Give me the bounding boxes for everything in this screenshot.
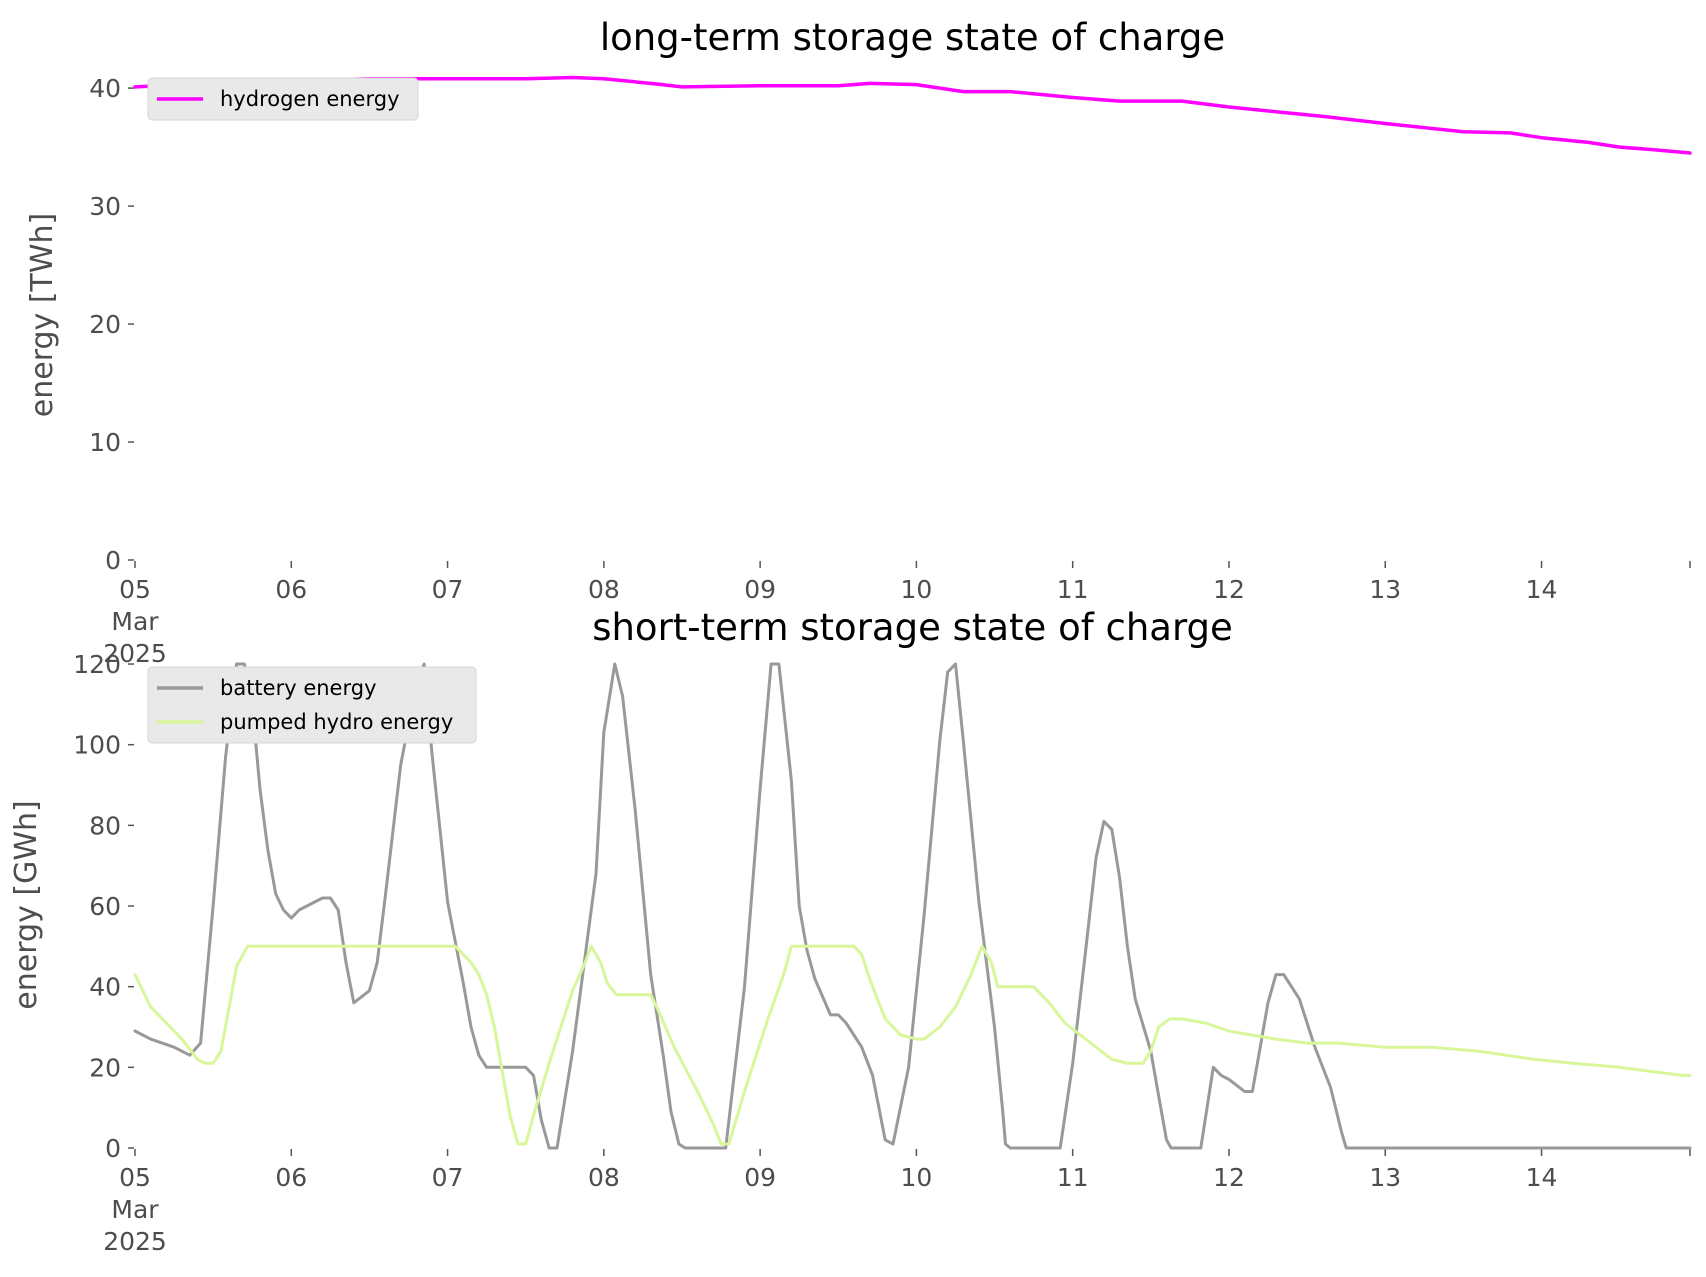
x-tick-label-line: 06	[275, 1163, 307, 1192]
x-tick-label: 12	[1213, 575, 1245, 604]
x-tick-label-line: 11	[1057, 1163, 1089, 1192]
y-tick-label: 20	[89, 1053, 121, 1082]
x-tick-label: 07	[432, 1163, 464, 1192]
chart-title: long-term storage state of charge	[600, 16, 1225, 59]
legend-label-1: hydrogen energy	[220, 87, 400, 111]
x-tick-label: 06	[275, 1163, 307, 1192]
x-tick-label: 11	[1057, 575, 1089, 604]
series-line-1	[133, 662, 1692, 1150]
x-tick-label: 09	[744, 1163, 776, 1192]
y-tick-label: 40	[89, 973, 121, 1002]
legend-box	[147, 666, 477, 744]
series-line-2	[133, 944, 1692, 1146]
x-tick-label: 08	[588, 575, 620, 604]
chart-panel-1: long-term storage state of charge energy …	[25, 16, 1692, 668]
x-tick-label: 06	[275, 575, 307, 604]
x-tick-label-line: 05	[119, 1163, 151, 1192]
x-tick-label: 11	[1057, 1163, 1089, 1192]
x-tick-label-line: 07	[432, 575, 464, 604]
x-tick-label: 05 Mar 2025	[103, 575, 167, 668]
y-axis-label: energy [TWh]	[25, 213, 60, 417]
x-tick-label: 09	[744, 575, 776, 604]
y-tick-label: 120	[73, 650, 121, 679]
x-tick-label-line: 08	[588, 1163, 620, 1192]
x-tick-label-line: 2025	[103, 1227, 167, 1256]
x-tick-label-line: 09	[744, 1163, 776, 1192]
x-tick-label-line: 13	[1369, 1163, 1401, 1192]
y-tick-label: 0	[105, 546, 121, 575]
y-axis-label: energy [GWh]	[9, 800, 44, 1009]
y-tick-label: 60	[89, 892, 121, 921]
legend-label-2: pumped hydro energy	[220, 710, 453, 734]
y-tick-label: 10	[89, 428, 121, 457]
y-tick-label: 40	[89, 74, 121, 103]
x-tick-label-line: 12	[1213, 575, 1245, 604]
x-tick-label-line: 09	[744, 575, 776, 604]
x-tick-label-line: 06	[275, 575, 307, 604]
legend: hydrogen energy	[147, 77, 419, 121]
x-tick-label: 13	[1369, 1163, 1401, 1192]
x-tick-label-line: 14	[1526, 575, 1558, 604]
x-tick-label: 08	[588, 1163, 620, 1192]
y-tick-label: 0	[105, 1134, 121, 1163]
x-tick-label-line: 14	[1526, 1163, 1558, 1192]
x-tick-label: 07	[432, 575, 464, 604]
x-tick-label-line: 12	[1213, 1163, 1245, 1192]
y-tick-label: 100	[73, 731, 121, 760]
chart-title: short-term storage state of charge	[592, 606, 1233, 649]
y-tick-label: 30	[89, 192, 121, 221]
x-tick-label: 14	[1526, 1163, 1558, 1192]
x-tick-label-line: 11	[1057, 575, 1089, 604]
x-tick-label: 10	[901, 1163, 933, 1192]
x-tick-label: 05 Mar 2025	[103, 1163, 167, 1256]
x-tick-label: 13	[1369, 575, 1401, 604]
x-tick-label-line: 05	[119, 575, 151, 604]
x-tick-label-line: 10	[901, 575, 933, 604]
x-tick-label-line: Mar	[111, 1195, 159, 1224]
y-tick-label: 20	[89, 310, 121, 339]
x-tick-label-line: 2025	[103, 639, 167, 668]
chart-panel-2: short-term storage state of charge energy…	[9, 606, 1692, 1256]
legend: battery energy pumped hydro energy	[147, 666, 477, 744]
x-tick-label-line: 13	[1369, 575, 1401, 604]
legend-box	[147, 77, 419, 121]
x-tick-label: 10	[901, 575, 933, 604]
x-tick-label-line: Mar	[111, 607, 159, 636]
x-tick-label: 14	[1526, 575, 1558, 604]
x-tick-label-line: 08	[588, 575, 620, 604]
x-tick-label-line: 07	[432, 1163, 464, 1192]
legend-label-1: battery energy	[220, 676, 377, 700]
x-tick-label: 12	[1213, 1163, 1245, 1192]
x-tick-label-line: 10	[901, 1163, 933, 1192]
y-tick-label: 80	[89, 811, 121, 840]
series-line-1	[133, 75, 1692, 155]
